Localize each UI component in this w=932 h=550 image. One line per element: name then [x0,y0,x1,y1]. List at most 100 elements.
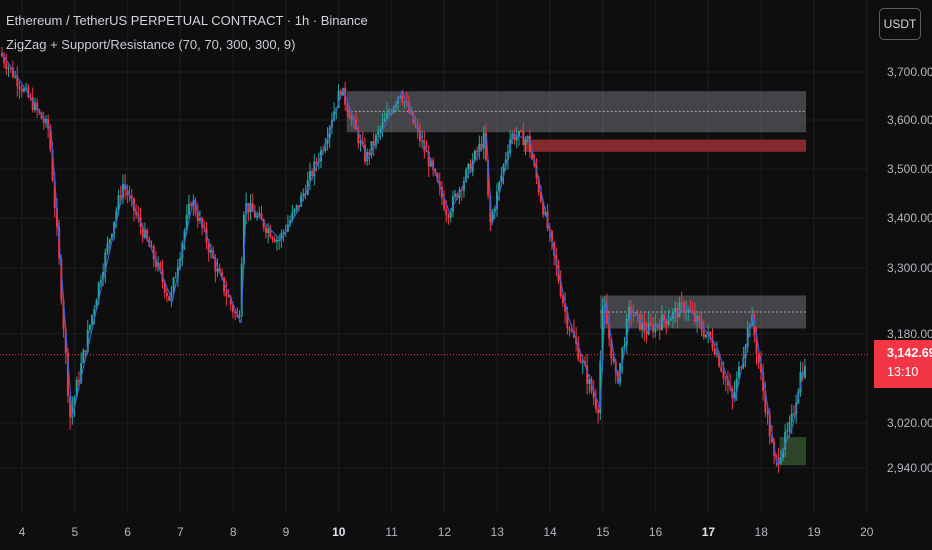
candle-body [258,213,261,216]
candle-body [550,231,553,243]
candle-body [370,141,373,156]
candle-body [537,178,540,193]
candle-body [768,413,771,437]
x-tick-label: 13 [491,525,505,539]
candle-body [608,323,611,339]
x-tick-label: 20 [860,525,874,539]
candle-body [159,262,162,270]
candle-body [267,228,270,233]
candle-body [220,272,223,278]
candle-body [491,212,494,222]
candle-body [269,228,272,238]
candle-body [117,195,120,211]
x-tick-label: 18 [755,525,769,539]
x-tick-label: 6 [124,525,131,539]
candle-body [110,233,113,240]
candle-body [170,291,173,301]
candle-body [429,160,432,167]
candle-body [113,221,116,234]
zigzag-line [1,52,804,468]
candle-body [451,196,454,212]
candle-body [71,407,74,418]
candle-body [627,306,630,319]
candle-body [168,295,171,301]
candle-body [427,151,430,167]
candle-body [374,135,377,146]
candle-body [401,95,404,103]
candle-body [106,243,109,253]
candle-body [297,205,300,207]
candle-body [115,210,118,222]
candle-body [740,367,743,369]
candle-body [482,132,485,149]
candle-body [33,102,36,111]
candle-body [667,320,670,325]
indicator-legend[interactable]: ZigZag + Support/Resistance (70, 70, 300… [6,37,296,52]
candle-body [467,163,470,170]
candle-body [495,191,498,209]
candle-body [445,209,448,215]
candle-body [480,144,483,149]
candle-body [104,252,107,273]
candle-body [302,193,305,196]
candle-body [753,314,756,336]
candle-body [130,195,133,199]
candle-body [638,313,641,330]
candle-body [478,144,481,153]
candle-body [3,56,6,64]
candle-body [605,305,608,324]
candle-body [198,218,201,221]
candle-body [517,131,520,137]
candle-body [462,181,465,191]
x-tick-label: 15 [596,525,610,539]
candle-body [234,311,237,314]
currency-button[interactable]: USDT [879,8,921,40]
candle-body [150,246,153,248]
candle-body [49,128,52,150]
y-tick-label: 3,400.00 [887,211,932,225]
candle-body [271,237,274,239]
candle-body [379,128,382,132]
candle-body [394,103,397,108]
candle-body [665,320,668,325]
candle-body [586,365,589,384]
candle-body [577,343,580,360]
candle-body [566,311,569,329]
candle-body [515,136,518,141]
candle-body [718,353,721,367]
candle-body [709,332,712,339]
candle-body [293,209,296,213]
candle-body [102,272,105,281]
candle-body [759,363,762,373]
candle-body [436,173,439,182]
candle-body [443,198,446,210]
candle-body [764,391,767,413]
x-tick-label: 11 [385,525,398,539]
candle-body [27,87,30,97]
candle-body [119,195,122,198]
candle-body [260,213,263,220]
candle-body [192,200,195,206]
candle-body [724,378,727,380]
candle-body [368,152,371,156]
zone-support [779,437,807,466]
candle-body [275,239,278,242]
candle-body [315,161,318,164]
y-tick-label: 3,300.00 [887,261,932,275]
candle-body [385,112,388,119]
candle-body [454,193,457,197]
candle-body [601,308,604,361]
candle-body [77,379,80,382]
candle-body [735,378,738,393]
candle-body [47,118,50,129]
candle-body [581,361,584,363]
candle-body [636,312,639,314]
candle-body [520,131,523,133]
candle-body [423,140,426,151]
x-tick-label: 4 [19,525,26,539]
candle-body [381,121,384,129]
candle-body [579,359,582,363]
candle-body [746,327,749,347]
candle-body [66,352,69,396]
